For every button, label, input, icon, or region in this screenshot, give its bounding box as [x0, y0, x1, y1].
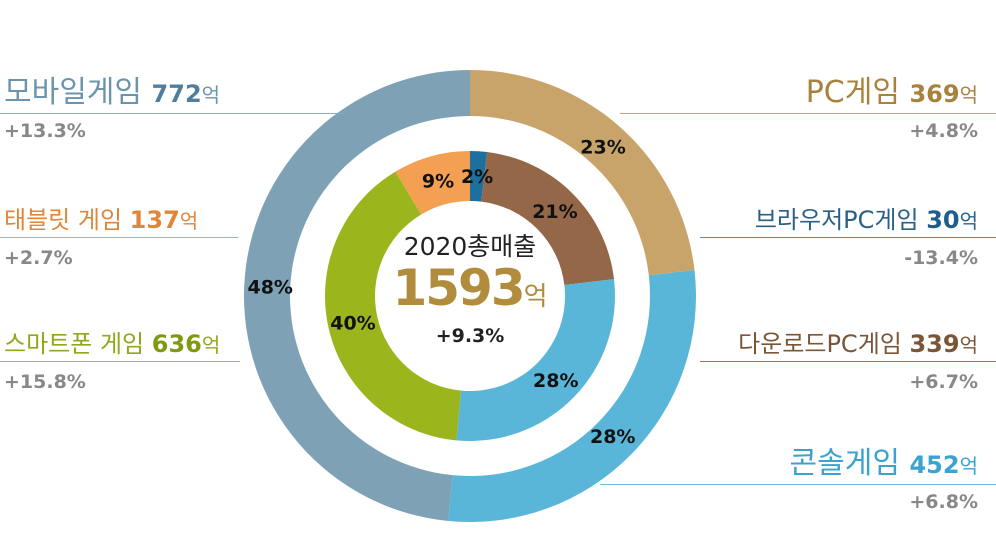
center-value: 1593억	[380, 262, 560, 323]
center-total: 2020총매출 1593억 +9.3%	[380, 232, 560, 347]
callout-phone-name: 스마트폰 게임	[4, 330, 152, 358]
outer-ring	[244, 70, 696, 523]
callout-tablet-unit: 억	[179, 209, 199, 233]
callout-console-change: +6.8%	[909, 491, 978, 513]
callout-pc-unit: 억	[959, 83, 978, 107]
callout-download-name: 다운로드PC게임	[738, 330, 910, 358]
inner-slice-2	[456, 279, 616, 442]
tablet-leader-line	[0, 237, 238, 238]
outer-label-1: 28%	[590, 426, 635, 448]
callout-download-unit: 억	[959, 333, 978, 357]
center-change: +9.3%	[435, 325, 505, 347]
callout-download-change: +6.7%	[909, 371, 978, 393]
ring-labels: 23% 28% 48% 2% 21% 28% 40% 9%	[247, 137, 635, 448]
callout-pc-value: 369	[909, 80, 960, 108]
inner-label-1: 21%	[532, 201, 577, 223]
callout-tablet-name: 태블릿 게임	[4, 206, 130, 234]
inner-label-2: 28%	[533, 370, 578, 392]
outer-label-0: 23%	[580, 137, 625, 159]
pc-leader-line	[620, 113, 996, 114]
callout-console-unit: 억	[959, 454, 978, 478]
outer-label-2: 48%	[247, 276, 292, 298]
callout-browser-change: -13.4%	[904, 247, 978, 269]
download-leader-line	[700, 361, 996, 362]
callout-phone: 스마트폰 게임 636억 +15.8%	[4, 327, 220, 393]
outer-slice-1	[448, 269, 696, 523]
inner-slice-4	[395, 151, 470, 215]
callout-mobile-change: +13.3%	[4, 120, 86, 142]
callout-console: 콘솔게임 452억 +6.8%	[789, 446, 978, 514]
callout-tablet-change: +2.7%	[4, 247, 73, 269]
inner-slice-0	[470, 151, 488, 202]
callout-console-value: 452	[909, 451, 960, 479]
callout-phone-change: +15.8%	[4, 371, 86, 393]
callout-pc: PC게임 369억 +4.8%	[805, 75, 978, 143]
callout-browser-value: 30	[926, 206, 960, 234]
callout-browser: 브라우저PC게임 30억 -13.4%	[755, 203, 978, 269]
inner-label-4: 9%	[422, 170, 454, 192]
callout-tablet: 태블릿 게임 137억 +2.7%	[4, 203, 198, 269]
callout-download: 다운로드PC게임 339억 +6.7%	[738, 327, 978, 393]
phone-leader-line	[0, 361, 240, 362]
callout-console-name: 콘솔게임	[789, 446, 910, 481]
center-title: 2020총매출	[403, 232, 537, 261]
inner-ring	[325, 151, 616, 442]
inner-slice-1	[481, 152, 615, 285]
callout-mobile-name: 모바일게임	[4, 75, 152, 110]
callout-download-value: 339	[909, 330, 960, 358]
callout-mobile-value: 772	[151, 80, 202, 108]
inner-slice-3	[325, 171, 462, 441]
callout-mobile-unit: 억	[201, 83, 221, 107]
callout-browser-unit: 억	[959, 209, 978, 233]
total-unit: 억	[523, 282, 548, 312]
callout-tablet-value: 137	[129, 206, 180, 234]
console-leader-line	[600, 484, 996, 485]
inner-label-3: 40%	[330, 313, 375, 335]
callout-pc-change: +4.8%	[909, 120, 978, 142]
callout-phone-unit: 억	[201, 333, 221, 357]
callout-mobile: 모바일게임 772억 +13.3%	[4, 75, 221, 143]
mobile-leader-line	[0, 113, 345, 114]
callout-phone-value: 636	[151, 330, 202, 358]
callout-browser-name: 브라우저PC게임	[754, 206, 927, 234]
outer-slice-0	[470, 70, 695, 276]
inner-label-0: 2%	[461, 166, 493, 188]
total-value: 1593	[392, 259, 525, 317]
browser-leader-line	[700, 237, 996, 238]
outer-slice-2	[244, 70, 470, 521]
callout-pc-name: PC게임	[805, 75, 910, 110]
